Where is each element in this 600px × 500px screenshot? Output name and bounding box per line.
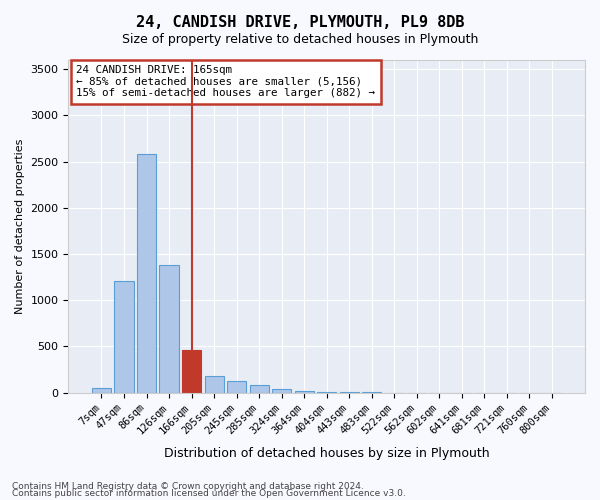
Bar [160,265,179,392]
Bar [115,281,134,392]
Bar [182,350,201,393]
Bar [92,388,111,392]
X-axis label: Distribution of detached houses by size in Plymouth: Distribution of detached houses by size … [164,447,490,460]
Bar [227,380,246,392]
Text: Contains HM Land Registry data © Crown copyright and database right 2024.: Contains HM Land Registry data © Crown c… [12,482,364,491]
Text: 24 CANDISH DRIVE: 165sqm
← 85% of detached houses are smaller (5,156)
15% of sem: 24 CANDISH DRIVE: 165sqm ← 85% of detach… [76,65,375,98]
Bar [295,391,314,392]
Text: Size of property relative to detached houses in Plymouth: Size of property relative to detached ho… [122,32,478,46]
Text: Contains public sector information licensed under the Open Government Licence v3: Contains public sector information licen… [12,490,406,498]
Bar [137,154,156,392]
Bar [272,390,291,392]
Y-axis label: Number of detached properties: Number of detached properties [15,138,25,314]
Bar [250,385,269,392]
Bar [205,376,224,392]
Text: 24, CANDISH DRIVE, PLYMOUTH, PL9 8DB: 24, CANDISH DRIVE, PLYMOUTH, PL9 8DB [136,15,464,30]
